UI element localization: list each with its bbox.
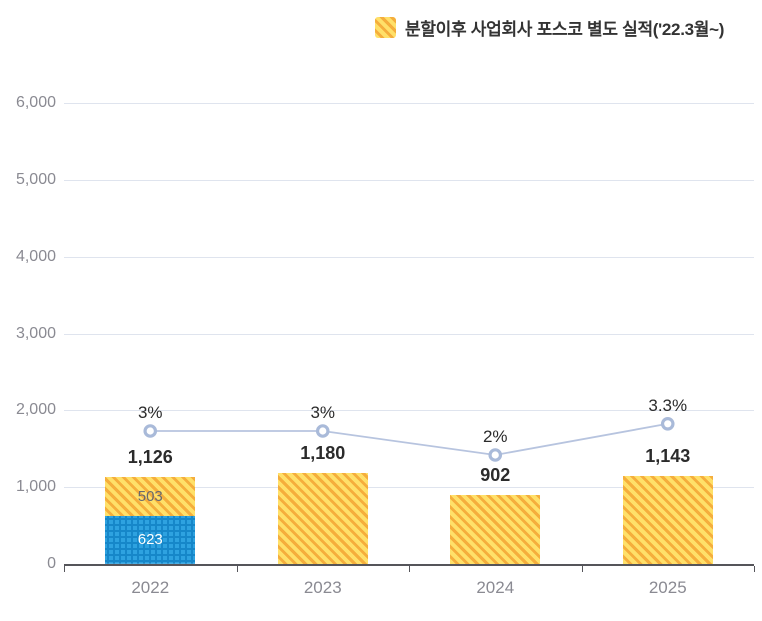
trend-marker: [315, 424, 330, 438]
y-axis-label: 3,000: [15, 324, 56, 342]
bar-total-label: 1,143: [645, 446, 691, 467]
x-axis-tick: [754, 566, 755, 572]
bar-2025-segment-1: [622, 476, 713, 564]
y-axis-label: 2,000: [15, 401, 56, 419]
bar-2024-segment-1: [450, 494, 541, 564]
trend-line: [150, 422, 668, 456]
y-axis-label: 4,000: [15, 247, 56, 265]
gridline: [64, 256, 754, 258]
y-axis-label: 1,000: [15, 478, 56, 496]
trend-marker: [488, 448, 503, 462]
trend-marker: [143, 424, 158, 438]
percent-label: 3%: [137, 403, 163, 422]
x-axis-label: 2022: [131, 578, 170, 597]
percent-label: 3%: [310, 403, 336, 422]
legend-label: 분할이후 사업회사 포스코 별도 실적('22.3월~): [405, 20, 725, 39]
percent-label: 2%: [482, 427, 508, 446]
x-axis-tick: [409, 566, 410, 572]
bar-segment-label: 503: [137, 487, 163, 505]
gridline: [64, 179, 754, 181]
legend-swatch-icon: [375, 17, 396, 38]
gridline: [64, 103, 754, 104]
x-axis-label: 2024: [476, 578, 515, 597]
bar-total-label: 902: [480, 464, 511, 485]
bar-total-label: 1,180: [300, 443, 346, 464]
percent-label: 3.3%: [648, 395, 688, 415]
blue-plus-pattern: [105, 516, 196, 564]
y-axis-label: 0: [47, 555, 56, 572]
x-axis-label: 2025: [648, 578, 687, 597]
x-axis-label: 2023: [303, 578, 342, 597]
bar-segment-label: 623: [137, 531, 163, 549]
bar-2022-segment-0: 623: [105, 516, 196, 564]
gridline: [64, 487, 754, 489]
bar-total-label: 1,126: [127, 447, 173, 468]
trend-marker: [660, 416, 675, 431]
chart-legend: 분할이후 사업회사 포스코 별도 실적('22.3월~): [375, 15, 724, 40]
x-axis-line: [64, 564, 754, 566]
gridline: [64, 333, 754, 335]
gridline: [64, 410, 754, 412]
y-axis-label: 6,000: [15, 94, 56, 111]
y-axis-label: 5,000: [15, 170, 56, 188]
x-axis-tick: [64, 566, 65, 572]
bar-2023-segment-1: [277, 473, 368, 564]
x-axis-tick: [236, 566, 238, 572]
x-axis-tick: [581, 566, 583, 572]
bar-2022-segment-1: 503: [105, 477, 196, 517]
